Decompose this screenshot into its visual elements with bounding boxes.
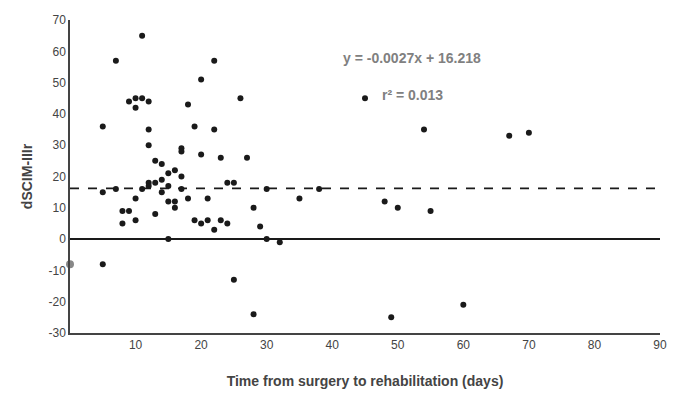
svg-text:Time from surgery to rehabilit: Time from surgery to rehabilitation (day… xyxy=(227,373,504,389)
svg-text:30: 30 xyxy=(52,138,66,152)
svg-text:10: 10 xyxy=(129,338,143,352)
svg-text:80: 80 xyxy=(588,338,602,352)
svg-text:90: 90 xyxy=(653,338,667,352)
svg-text:-30: -30 xyxy=(49,326,67,340)
svg-text:60: 60 xyxy=(52,45,66,59)
svg-text:y = -0.0027x + 16.218: y = -0.0027x + 16.218 xyxy=(343,50,481,66)
svg-text:60: 60 xyxy=(457,338,471,352)
svg-text:10: 10 xyxy=(52,201,66,215)
svg-text:dSCIM-IIIr: dSCIM-IIIr xyxy=(19,143,35,209)
svg-text:20: 20 xyxy=(194,338,208,352)
svg-text:40: 40 xyxy=(326,338,340,352)
svg-text:70: 70 xyxy=(52,13,66,27)
svg-text:r² = 0.013: r² = 0.013 xyxy=(382,87,443,103)
svg-text:50: 50 xyxy=(391,338,405,352)
svg-text:30: 30 xyxy=(260,338,274,352)
svg-text:-20: -20 xyxy=(49,295,67,309)
svg-text:40: 40 xyxy=(52,107,66,121)
svg-text:70: 70 xyxy=(522,338,536,352)
svg-text:0: 0 xyxy=(59,232,66,246)
svg-text:50: 50 xyxy=(52,76,66,90)
svg-text:-10: -10 xyxy=(49,264,67,278)
svg-text:20: 20 xyxy=(52,170,66,184)
